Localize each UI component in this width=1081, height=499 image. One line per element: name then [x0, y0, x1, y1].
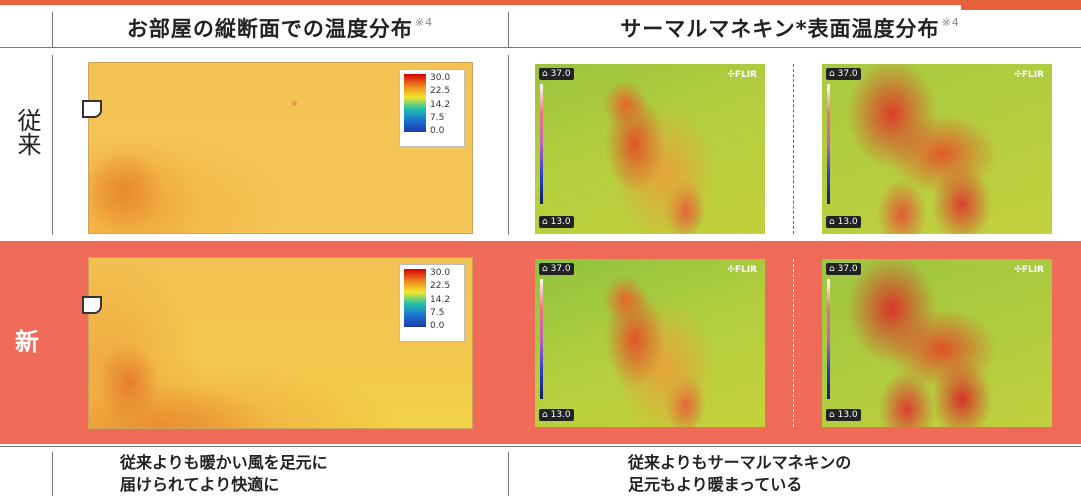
lock-icon: ⌂ [542, 217, 548, 227]
legend-new-v2: 14.2 [430, 295, 451, 305]
row-old-vline-2 [508, 55, 509, 235]
thermal-max-new-front: ⌂ 37.0 [539, 263, 574, 275]
thermal-image-new-close: ⌂ 37.0 ⌂ 13.0 ✣FLIR [822, 259, 1052, 427]
thermal-scale-new-close [827, 279, 830, 399]
header-mannequin-text: サーマルマネキン*表面温度分布 [620, 17, 940, 41]
thermal-max-old-front: ⌂ 37.0 [539, 68, 574, 80]
thermal-image-old-close: ⌂ 37.0 ⌂ 13.0 ✣FLIR [822, 64, 1052, 234]
thermal-min-old-close-value: 13.0 [837, 217, 858, 227]
lock-icon: ⌂ [542, 264, 548, 274]
footer-vline-1 [52, 452, 53, 496]
room-section-new: 30.0 22.5 14.2 7.5 0.0 [88, 257, 473, 429]
header-divider [0, 47, 1081, 48]
temp-legend-new-bar [404, 269, 426, 327]
flir-logo: ✣FLIR [727, 70, 757, 80]
caption-room-line1: 従来よりも暖かい風を足元に [120, 453, 328, 472]
thermal-max-new-close: ⌂ 37.0 [826, 263, 861, 275]
top-accent-tab [961, 0, 1081, 10]
thermal-divider-old [793, 64, 794, 234]
lock-icon: ⌂ [829, 69, 835, 79]
row-label-new-text: 新 [15, 328, 39, 356]
legend-old-v1: 22.5 [430, 86, 451, 96]
row-old-vline-1 [52, 55, 53, 235]
caption-room-line2: 届けられてより快適に [120, 475, 280, 494]
thermal-max-old-close: ⌂ 37.0 [826, 68, 861, 80]
thermal-image-old-front: ⌂ 37.0 ⌂ 13.0 ✣FLIR [535, 64, 765, 234]
flir-logo: ✣FLIR [727, 265, 757, 275]
header-vline-2 [508, 12, 509, 48]
thermal-min-new-close: ⌂ 13.0 [826, 409, 861, 421]
thermal-max-new-front-value: 37.0 [550, 264, 571, 274]
flir-logo: ✣FLIR [1014, 70, 1044, 80]
air-conditioner-icon-old [82, 100, 102, 118]
thermal-min-new-front-value: 13.0 [550, 410, 571, 420]
legend-old-v2: 14.2 [430, 100, 451, 110]
header-vline-1 [52, 12, 53, 48]
thermal-min-old-close: ⌂ 13.0 [826, 216, 861, 228]
thermal-divider-new [793, 259, 794, 427]
room-old-hotspot [292, 101, 297, 106]
legend-old-v3: 7.5 [430, 113, 445, 123]
lock-icon: ⌂ [542, 410, 548, 420]
caption-mannequin: 従来よりもサーマルマネキンの 足元もより暖まっている [628, 452, 1028, 496]
header-room-footnote: ※4 [414, 15, 434, 29]
thermal-max-old-close-value: 37.0 [837, 69, 858, 79]
thermal-max-old-front-value: 37.0 [550, 69, 571, 79]
thermal-scale-old-front [540, 84, 543, 204]
thermal-min-new-front: ⌂ 13.0 [539, 409, 574, 421]
temp-legend-new: 30.0 22.5 14.2 7.5 0.0 [399, 264, 465, 342]
row-label-old-text: 従来 [13, 108, 41, 156]
header-room-section: お部屋の縦断面での温度分布 ※4 [60, 12, 500, 44]
flir-logo: ✣FLIR [1014, 265, 1044, 275]
lock-icon: ⌂ [542, 69, 548, 79]
legend-old-v0: 30.0 [430, 73, 451, 83]
row-label-old: 従来 [6, 108, 48, 165]
thermal-scale-new-front [540, 279, 543, 399]
lock-icon: ⌂ [829, 264, 835, 274]
header-mannequin-section: サーマルマネキン*表面温度分布 ※4 [510, 12, 1070, 44]
thermal-max-new-close-value: 37.0 [837, 264, 858, 274]
caption-mannequin-line2: 足元もより暖まっている [628, 475, 803, 494]
legend-old-v4: 0.0 [430, 126, 445, 136]
top-accent-bar [0, 0, 1081, 5]
room-section-old: 30.0 22.5 14.2 7.5 0.0 [88, 62, 473, 234]
temp-legend-old: 30.0 22.5 14.2 7.5 0.0 [399, 69, 465, 147]
air-conditioner-icon-new [82, 296, 102, 314]
legend-new-v3: 7.5 [430, 308, 445, 318]
header-mannequin-footnote: ※4 [941, 15, 960, 29]
temp-legend-old-bar [404, 74, 426, 132]
thermal-min-old-front: ⌂ 13.0 [539, 216, 574, 228]
footer-vline-2 [508, 452, 509, 496]
legend-new-v4: 0.0 [430, 321, 445, 331]
lock-icon: ⌂ [829, 217, 835, 227]
header-room-text: お部屋の縦断面での温度分布 [126, 17, 413, 41]
thermal-min-new-close-value: 13.0 [837, 410, 858, 420]
caption-room: 従来よりも暖かい風を足元に 届けられてより快適に [120, 452, 480, 496]
thermal-min-old-front-value: 13.0 [550, 217, 571, 227]
lock-icon: ⌂ [829, 410, 835, 420]
thermal-image-new-front: ⌂ 37.0 ⌂ 13.0 ✣FLIR [535, 259, 765, 427]
legend-new-v0: 30.0 [430, 268, 451, 278]
footer-divider [0, 446, 1081, 447]
legend-new-v1: 22.5 [430, 281, 451, 291]
caption-mannequin-line1: 従来よりもサーマルマネキンの [628, 453, 852, 472]
row-label-new: 新 [6, 325, 48, 359]
thermal-scale-old-close [827, 84, 830, 204]
